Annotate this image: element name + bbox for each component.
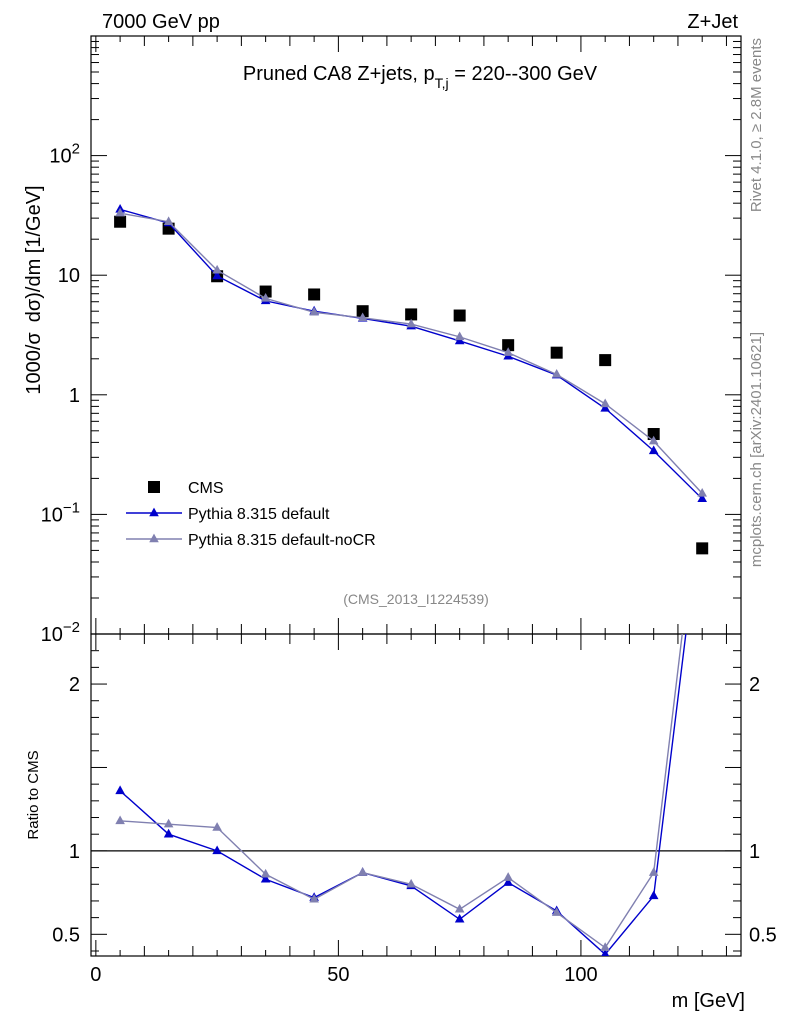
- header-energy-label: 7000 GeV pp: [102, 11, 220, 33]
- pythia-nocr-line: [119, 212, 703, 494]
- mcplots-reference-label: mcplots.cern.ch [arXiv:2401.10621]: [748, 332, 765, 567]
- pythia-default-ratio-marker: [163, 828, 174, 838]
- pythia-default-ratio-marker: [454, 913, 465, 923]
- pythia-default-ratio-marker: [212, 845, 222, 855]
- x-tick-label: 50: [327, 964, 349, 986]
- plot-title: Pruned CA8 Z+jets, pT,j = 220--300 GeV: [243, 63, 598, 91]
- x-axis-label: m [GeV]: [672, 990, 745, 1012]
- pythia-default-marker: [697, 493, 707, 503]
- legend-entry-label: CMS: [188, 480, 224, 497]
- cms-data-point: [405, 308, 418, 321]
- pythia-nocr-marker: [551, 369, 562, 378]
- cms-data-point: [502, 339, 515, 352]
- legend-marker: [149, 533, 159, 543]
- title-rest: = 220--300 GeV: [449, 63, 598, 85]
- ratio-tick-label-right: 1: [749, 841, 760, 863]
- y-tick-label: 1: [69, 385, 80, 407]
- y-tick-label: 102: [49, 141, 80, 168]
- title-main: Pruned CA8 Z+jets, p: [243, 63, 435, 85]
- y-tick-label-base: 10: [41, 624, 63, 646]
- pythia-nocr-ratio-marker: [212, 822, 222, 831]
- pythia-nocr-marker: [697, 487, 707, 497]
- legend-marker: [149, 507, 159, 517]
- rivet-version-label: Rivet 4.1.0, ≥ 2.8M events: [748, 38, 765, 212]
- title-subscript: T,j: [435, 75, 449, 91]
- pythia-nocr-marker: [260, 292, 271, 302]
- ratio-tick-label-left: 2: [69, 674, 80, 696]
- y-tick-label-base: 10: [58, 265, 80, 287]
- ratio-tick-label-left: 0.5: [52, 924, 80, 946]
- cms-data-point: [696, 542, 709, 555]
- pythia-nocr-marker: [454, 331, 465, 341]
- pythia-nocr-ratio-marker: [309, 893, 319, 903]
- ratio-tick-label-right: 0.5: [749, 924, 777, 946]
- header-process-label: Z+Jet: [687, 11, 738, 33]
- y-tick-label-exponent: −2: [63, 619, 80, 636]
- pythia-nocr-marker: [648, 435, 659, 445]
- y-tick-label: 10−1: [41, 499, 80, 526]
- x-tick-label: 0: [90, 964, 101, 986]
- cms-data-point: [356, 305, 369, 318]
- y-tick-label-exponent: 2: [72, 141, 80, 158]
- ratio-axis-label: Ratio to CMS: [25, 750, 42, 839]
- pythia-nocr-ratio-marker: [503, 872, 513, 881]
- legend-entry-label: Pythia 8.315 default: [188, 506, 330, 523]
- legend: CMS Pythia 8.315 default Pythia 8.315 defa…: [126, 480, 376, 549]
- cms-data-point: [308, 288, 321, 301]
- ratio-tick-label-left: 1: [69, 841, 80, 863]
- pythia-nocr-ratio-marker: [454, 903, 465, 913]
- pythia-nocr-marker: [503, 347, 513, 356]
- pythia-nocr-ratio-marker: [357, 867, 368, 876]
- pythia-nocr-marker: [357, 312, 368, 322]
- y-tick-label-exponent: −1: [63, 499, 80, 516]
- x-tick-label: 100: [564, 964, 597, 986]
- cms-data-point: [599, 354, 612, 367]
- pythia-default-ratio-marker: [115, 785, 125, 795]
- cms-data-point: [114, 215, 127, 228]
- pythia-nocr-marker: [309, 306, 319, 316]
- y-tick-label-base: 1: [69, 385, 80, 407]
- y-tick-label-base: 10: [49, 146, 71, 168]
- ratio-tick-label-right: 2: [749, 674, 760, 696]
- y-tick-label: 10: [58, 265, 80, 287]
- pythia-default-line: [119, 208, 703, 500]
- pythia-nocr-ratio-marker: [648, 867, 659, 876]
- pythia-default-marker: [600, 402, 610, 412]
- pythia-nocr-ratio-marker: [260, 868, 271, 878]
- pythia-nocr-marker: [406, 318, 416, 328]
- pythia-nocr-ratio-marker: [551, 907, 562, 916]
- legend-entry-label: Pythia 8.315 default-noCR: [188, 532, 376, 549]
- pythia-nocr-ratio-marker: [115, 815, 125, 825]
- ratio-plot-frame: [90, 633, 742, 957]
- pythia-default-marker: [648, 445, 659, 455]
- cms-data-point: [453, 309, 466, 322]
- pythia-default-ratio-marker: [260, 873, 271, 883]
- cms-data-point: [647, 428, 660, 441]
- pythia-nocr-ratio-marker: [600, 942, 610, 951]
- pythia-default-marker: [212, 270, 222, 280]
- pythia-nocr-marker: [600, 398, 610, 408]
- analysis-id-label: (CMS_2013_I1224539): [343, 591, 489, 607]
- pythia-default-ratio-marker: [601, 948, 610, 956]
- pythia-default-ratio-marker: [648, 890, 659, 900]
- cms-data-point: [550, 346, 563, 359]
- pythia-nocr-ratio-marker: [163, 818, 174, 828]
- cms-data-point: [259, 285, 272, 298]
- y-tick-label-base: 10: [41, 504, 63, 526]
- legend-cms-marker: [148, 481, 160, 493]
- y-tick-label: 10−2: [41, 619, 80, 646]
- pythia-nocr-marker: [163, 216, 174, 225]
- y-axis-label-part-b: dσ)/dm [1/GeV]: [23, 185, 45, 322]
- y-axis-label-part-a: 1000/σ: [23, 332, 45, 395]
- pythia-nocr-marker: [212, 264, 222, 274]
- ratio-series-group: [115, 634, 687, 956]
- pythia-default-ratio-marker: [503, 877, 513, 886]
- pythia-nocr-marker: [115, 207, 125, 217]
- main-series-group: [114, 203, 709, 555]
- y-axis-label: 1000/σ dσ)/dm [1/GeV]: [23, 185, 45, 394]
- pythia-nocr-ratio-marker: [406, 878, 416, 888]
